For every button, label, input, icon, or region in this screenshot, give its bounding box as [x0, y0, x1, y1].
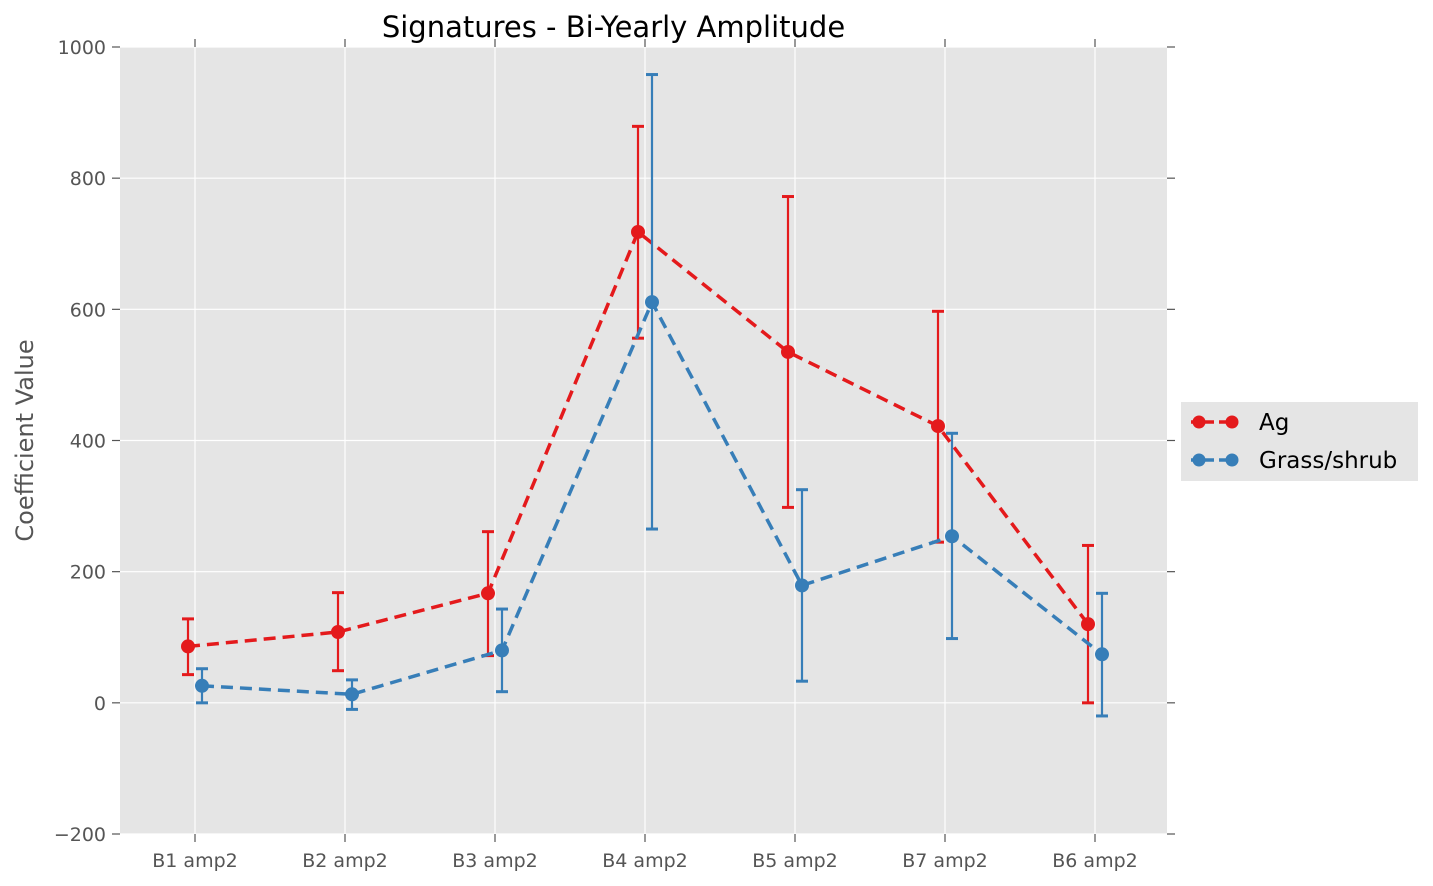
x-tick-label: B2 amp2: [302, 850, 387, 872]
y-tick-label: −200: [54, 824, 106, 846]
data-point: [795, 578, 809, 593]
legend-marker: [1192, 415, 1206, 429]
x-tick-label: B4 amp2: [602, 850, 687, 872]
data-point: [631, 224, 645, 239]
y-tick-label: 800: [70, 168, 106, 190]
series-layer: [181, 73, 1109, 718]
y-tick-label: 0: [94, 693, 106, 715]
x-tick-label: B1 amp2: [152, 850, 237, 872]
y-tick-label: 400: [70, 431, 106, 453]
legend-label: Grass/shrub: [1259, 448, 1397, 474]
y-tick-label: 600: [70, 299, 106, 321]
data-point: [945, 529, 959, 544]
y-tick-label: 200: [70, 562, 106, 584]
x-tick-label: B5 amp2: [752, 850, 837, 872]
data-point: [1081, 617, 1095, 632]
legend-label: Ag: [1259, 410, 1289, 436]
gridlines: [120, 46, 1167, 835]
data-point: [195, 678, 209, 693]
data-point: [345, 687, 359, 702]
data-point: [481, 586, 495, 601]
chart-title: Signatures - Bi-Yearly Amplitude: [382, 10, 845, 44]
y-axis-title: Coefficient Value: [11, 339, 39, 541]
data-point: [645, 295, 659, 310]
legend-box: [1181, 402, 1418, 481]
data-point: [495, 643, 509, 658]
x-tick-label: B7 amp2: [902, 850, 987, 872]
data-point: [1095, 647, 1109, 662]
data-point: [781, 344, 795, 359]
x-tick-label: B3 amp2: [452, 850, 537, 872]
data-point: [931, 419, 945, 434]
series-ag: [181, 124, 1095, 705]
legend-item: Ag: [1191, 410, 1289, 436]
data-point: [331, 625, 345, 640]
axis-ticks: −200 0 200 400 600 800 1000 B1 amp2 B2 amp2 B3 am…: [54, 37, 1175, 872]
legend-marker: [1192, 453, 1206, 467]
data-point: [181, 639, 195, 654]
y-tick-label: 1000: [58, 37, 106, 59]
legend: Ag Grass/shrub: [1181, 402, 1418, 481]
legend-marker: [1225, 415, 1239, 429]
legend-item: Grass/shrub: [1191, 448, 1397, 474]
legend-marker: [1225, 453, 1239, 467]
series-grass-shrub: [195, 73, 1109, 718]
x-tick-label: B6 amp2: [1052, 850, 1137, 872]
